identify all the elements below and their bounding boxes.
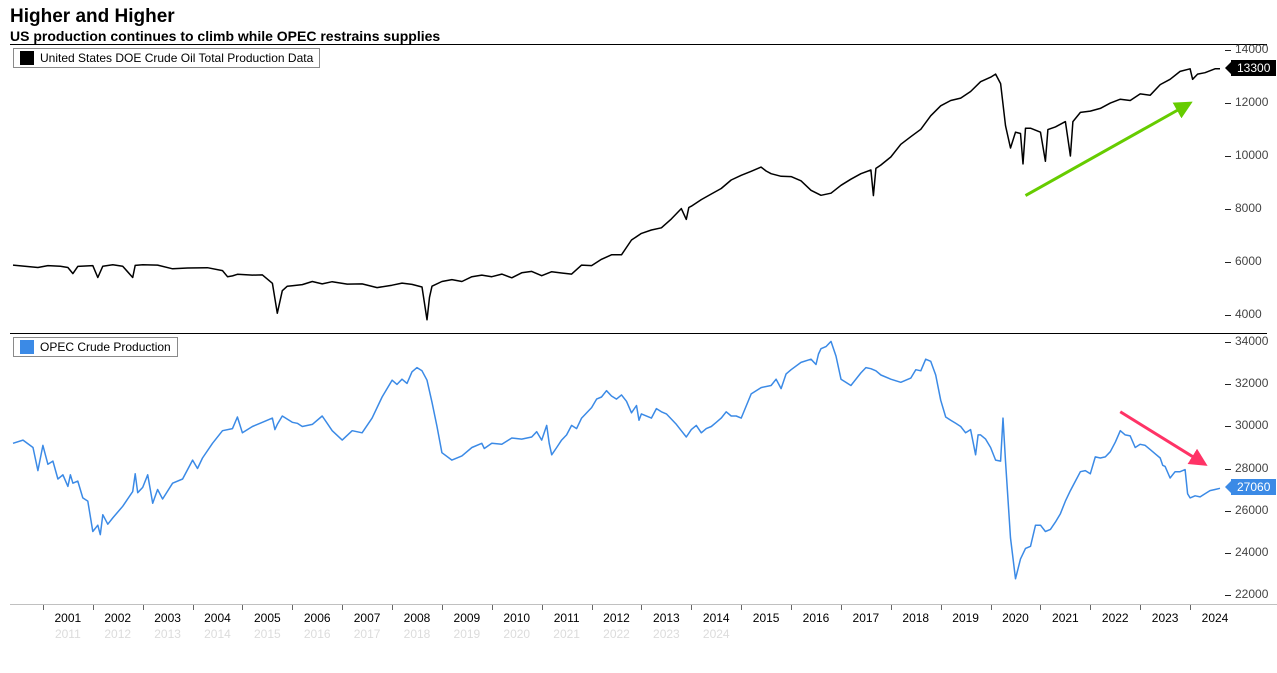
xtick-mark	[442, 605, 443, 610]
xtick-label-ghost: 2014	[204, 627, 231, 641]
xtick-label: 2009	[454, 611, 481, 625]
xtick-mark	[1040, 605, 1041, 610]
legend-swatch-icon	[20, 340, 34, 354]
xtick-mark	[941, 605, 942, 610]
xtick-mark	[242, 605, 243, 610]
xtick-label: 2023	[1152, 611, 1179, 625]
ytick-label: 4000	[1235, 307, 1262, 321]
xtick-label: 2015	[753, 611, 780, 625]
xtick-label-ghost: 2023	[653, 627, 680, 641]
xtick-mark	[592, 605, 593, 610]
opec-production-chart-line	[13, 341, 1220, 578]
us-production-chart: United States DOE Crude Oil Total Produc…	[10, 44, 1267, 333]
chart-subtitle: US production continues to climb while O…	[10, 28, 1267, 44]
ytick-label: 14000	[1235, 42, 1268, 56]
x-axis: 2011 2012 2013 2014 2015 2016 2017 2018 2019 2020…	[10, 604, 1277, 647]
legend-label-opec: OPEC Crude Production	[40, 340, 171, 354]
ytick-label: 24000	[1235, 545, 1268, 559]
ytick-label: 22000	[1235, 587, 1268, 601]
xtick-label: 2007	[354, 611, 381, 625]
xtick-mark	[691, 605, 692, 610]
xtick-label: 2006	[304, 611, 331, 625]
xtick-mark	[93, 605, 94, 610]
xtick-label: 2005	[254, 611, 281, 625]
xtick-mark	[991, 605, 992, 610]
xtick-mark	[891, 605, 892, 610]
xtick-mark	[193, 605, 194, 610]
xtick-mark	[542, 605, 543, 610]
xtick-label: 2022	[1102, 611, 1129, 625]
xtick-label: 2012	[603, 611, 630, 625]
xtick-label: 2017	[853, 611, 880, 625]
xtick-mark	[791, 605, 792, 610]
ytick-label: 10000	[1235, 148, 1268, 162]
xtick-label-ghost: 2022	[603, 627, 630, 641]
us-production-chart-line	[13, 69, 1220, 320]
value-badge: 27060	[1231, 479, 1276, 495]
xtick-mark	[292, 605, 293, 610]
xtick-label-ghost: 2018	[404, 627, 431, 641]
xtick-mark	[392, 605, 393, 610]
xtick-label: 2003	[154, 611, 181, 625]
xtick-label: 2018	[902, 611, 929, 625]
ytick-label: 30000	[1235, 418, 1268, 432]
chart-title: Higher and Higher	[10, 6, 1267, 28]
opec-production-chart: OPEC Crude Production 22000 24000 26000 280…	[10, 334, 1267, 603]
xtick-label: 2004	[204, 611, 231, 625]
ytick-label: 28000	[1235, 461, 1268, 475]
legend-swatch-icon	[20, 51, 34, 65]
xtick-label: 2008	[404, 611, 431, 625]
current-value: 27060	[1237, 480, 1270, 494]
legend-opec: OPEC Crude Production	[13, 337, 178, 357]
xtick-label: 2016	[803, 611, 830, 625]
xtick-label: 2019	[952, 611, 979, 625]
legend-us: United States DOE Crude Oil Total Produc…	[13, 48, 320, 68]
ytick-label: 6000	[1235, 254, 1262, 268]
ytick-label: 12000	[1235, 95, 1268, 109]
bloomberg-chart-container: Higher and Higher US production continue…	[0, 0, 1277, 673]
xtick-label-ghost: 2019	[454, 627, 481, 641]
xtick-label-ghost: 2017	[354, 627, 381, 641]
ytick-label: 34000	[1235, 334, 1268, 348]
xtick-mark	[342, 605, 343, 610]
current-value: 13300	[1237, 61, 1270, 75]
ytick-label: 26000	[1235, 503, 1268, 517]
xtick-mark	[43, 605, 44, 610]
xtick-label: 2011	[554, 611, 580, 625]
xtick-label: 2013	[653, 611, 680, 625]
xtick-label: 2002	[104, 611, 131, 625]
xtick-mark	[841, 605, 842, 610]
xtick-label-ghost: 2016	[304, 627, 331, 641]
xtick-label-ghost: 2020	[503, 627, 530, 641]
xtick-mark	[492, 605, 493, 610]
xtick-label: 2001	[55, 611, 82, 625]
xtick-mark	[143, 605, 144, 610]
ytick-label: 8000	[1235, 201, 1262, 215]
legend-label-us: United States DOE Crude Oil Total Produc…	[40, 51, 313, 65]
xtick-label: 2014	[703, 611, 730, 625]
xtick-mark	[1140, 605, 1141, 610]
xtick-label-ghost: 2013	[154, 627, 181, 641]
xtick-label: 2020	[1002, 611, 1029, 625]
xtick-label-ghost: 2012	[104, 627, 131, 641]
xtick-mark	[1190, 605, 1191, 610]
xtick-label: 2021	[1052, 611, 1079, 625]
xtick-mark	[641, 605, 642, 610]
xtick-mark	[1090, 605, 1091, 610]
ytick-label: 32000	[1235, 376, 1268, 390]
xtick-label-ghost: 2015	[254, 627, 281, 641]
xtick-label-ghost: 2021	[553, 627, 580, 641]
xtick-label-ghost: 2011	[55, 627, 81, 641]
xtick-label-ghost: 2024	[703, 627, 730, 641]
xtick-label: 2010	[503, 611, 530, 625]
value-badge: 13300	[1231, 60, 1276, 76]
xtick-mark	[741, 605, 742, 610]
xtick-label: 2024	[1202, 611, 1229, 625]
